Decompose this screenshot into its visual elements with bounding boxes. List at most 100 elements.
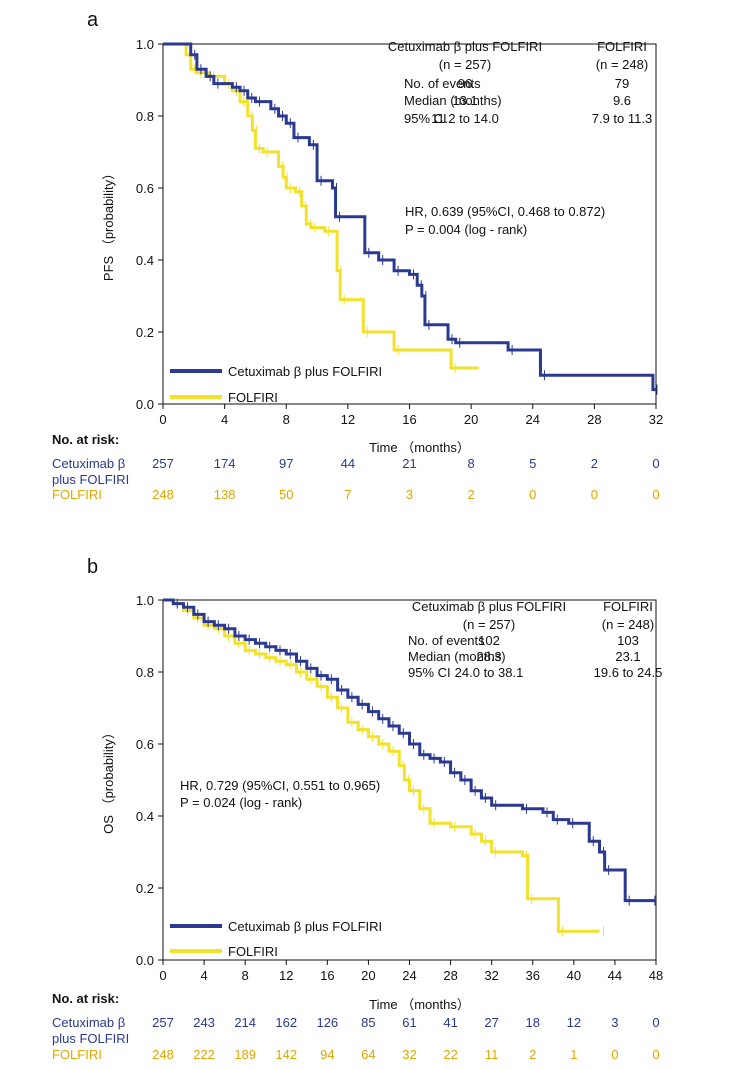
- risk-value: 97: [279, 456, 293, 471]
- table-row-label: Median (months): [404, 93, 502, 108]
- risk-row-label: FOLFIRI: [52, 487, 102, 502]
- risk-value: 44: [341, 456, 355, 471]
- x-tick-label: 16: [402, 412, 416, 427]
- km-curve-cetuximab: [163, 598, 656, 903]
- x-tick-label: 40: [567, 968, 581, 983]
- risk-row-label: plus FOLFIRI: [52, 1031, 129, 1046]
- risk-row-label: Cetuximab β: [52, 1015, 125, 1030]
- risk-value: 32: [402, 1047, 416, 1062]
- risk-value: 142: [275, 1047, 297, 1062]
- table-row-label: Median (months): [408, 649, 506, 664]
- x-tick-label: 12: [279, 968, 293, 983]
- y-tick-label: 0.0: [136, 397, 154, 412]
- risk-value: 257: [152, 1015, 174, 1030]
- x-tick-label: 32: [484, 968, 498, 983]
- risk-title: No. at risk:: [52, 991, 119, 1006]
- table-cell: 11.2 to 14.0: [431, 111, 499, 126]
- table-col-header: FOLFIRI: [597, 39, 647, 54]
- y-tick-label: 0.8: [136, 109, 154, 124]
- table-cell: 103: [617, 633, 639, 648]
- table-cell: 24.0 to 38.1: [455, 665, 524, 680]
- y-tick-label: 1.0: [136, 593, 154, 608]
- risk-title: No. at risk:: [52, 432, 119, 447]
- table-col-subheader: (n = 257): [463, 617, 515, 632]
- x-tick-label: 20: [361, 968, 375, 983]
- risk-value: 0: [652, 456, 659, 471]
- legend-label: Cetuximab β plus FOLFIRI: [228, 919, 382, 934]
- panel-b: b0.00.20.40.60.81.00 4 8 12 16 20 24 28 32 36 40 44…: [52, 556, 663, 1062]
- table-row-label: No. of events: [408, 633, 485, 648]
- p-value-annotation: P = 0.024 (log - rank): [180, 795, 302, 810]
- table-cell: 23.1: [615, 649, 640, 664]
- x-tick-label: 48: [649, 968, 663, 983]
- x-tick-label: 28: [587, 412, 601, 427]
- risk-value: 138: [214, 487, 236, 502]
- risk-row-label: FOLFIRI: [52, 1047, 102, 1062]
- risk-value: 0: [529, 487, 536, 502]
- risk-value: 0: [611, 1047, 618, 1062]
- x-tick-label: 32: [649, 412, 663, 427]
- risk-value: 2: [468, 487, 475, 502]
- risk-value: 248: [152, 1047, 174, 1062]
- y-tick-label: 0.0: [136, 953, 154, 968]
- x-tick-label: 16: [320, 968, 334, 983]
- table-cell: 13.1: [452, 93, 477, 108]
- risk-value: 2: [529, 1047, 536, 1062]
- x-tick-label: 24: [526, 412, 540, 427]
- table-col-header: Cetuximab β plus FOLFIRI: [412, 599, 566, 614]
- y-tick-label: 0.6: [136, 181, 154, 196]
- risk-value: 85: [361, 1015, 375, 1030]
- x-tick-label: 12: [341, 412, 355, 427]
- table-col-header: FOLFIRI: [603, 599, 653, 614]
- y-tick-label: 0.2: [136, 881, 154, 896]
- risk-value: 222: [193, 1047, 215, 1062]
- risk-value: 50: [279, 487, 293, 502]
- x-tick-label: 44: [608, 968, 622, 983]
- x-tick-label: 20: [464, 412, 478, 427]
- risk-value: 162: [275, 1015, 297, 1030]
- risk-value: 3: [406, 487, 413, 502]
- risk-value: 8: [468, 456, 475, 471]
- risk-value: 0: [591, 487, 598, 502]
- table-cell: 102: [478, 633, 500, 648]
- risk-value: 3: [611, 1015, 618, 1030]
- risk-value: 41: [443, 1015, 457, 1030]
- risk-value: 0: [652, 487, 659, 502]
- table-cell: 96: [458, 76, 472, 91]
- x-tick-label: 28: [443, 968, 457, 983]
- x-tick-label: 0: [159, 412, 166, 427]
- risk-value: 257: [152, 456, 174, 471]
- p-value-annotation: P = 0.004 (log - rank): [405, 222, 527, 237]
- y-tick-label: 0.4: [136, 253, 154, 268]
- x-tick-label: 0: [159, 968, 166, 983]
- risk-row-label: Cetuximab β: [52, 456, 125, 471]
- table-row-label: 95% CI: [404, 111, 447, 126]
- risk-value: 126: [316, 1015, 338, 1030]
- y-tick-label: 1.0: [136, 37, 154, 52]
- risk-value: 27: [484, 1015, 498, 1030]
- panel-label: b: [87, 556, 98, 578]
- table-row-label: 95% CI: [408, 665, 451, 680]
- risk-value: 64: [361, 1047, 375, 1062]
- risk-value: 1: [570, 1047, 577, 1062]
- risk-value: 174: [214, 456, 236, 471]
- table-col-subheader: (n = 248): [602, 617, 654, 632]
- table-cell: 9.6: [613, 93, 631, 108]
- risk-value: 94: [320, 1047, 334, 1062]
- x-axis-label: Time （months）: [369, 440, 470, 455]
- risk-value: 61: [402, 1015, 416, 1030]
- x-tick-label: 8: [283, 412, 290, 427]
- legend-label: FOLFIRI: [228, 944, 278, 959]
- risk-value: 11: [485, 1047, 499, 1062]
- table-col-subheader: (n = 248): [596, 57, 648, 72]
- y-axis-label: OS （probability）: [101, 726, 116, 834]
- risk-value: 0: [652, 1047, 659, 1062]
- x-tick-label: 8: [242, 968, 249, 983]
- y-tick-label: 0.6: [136, 737, 154, 752]
- km-curve-cetuximab: [163, 42, 656, 392]
- legend-label: FOLFIRI: [228, 390, 278, 405]
- x-tick-label: 36: [526, 968, 540, 983]
- risk-value: 0: [652, 1015, 659, 1030]
